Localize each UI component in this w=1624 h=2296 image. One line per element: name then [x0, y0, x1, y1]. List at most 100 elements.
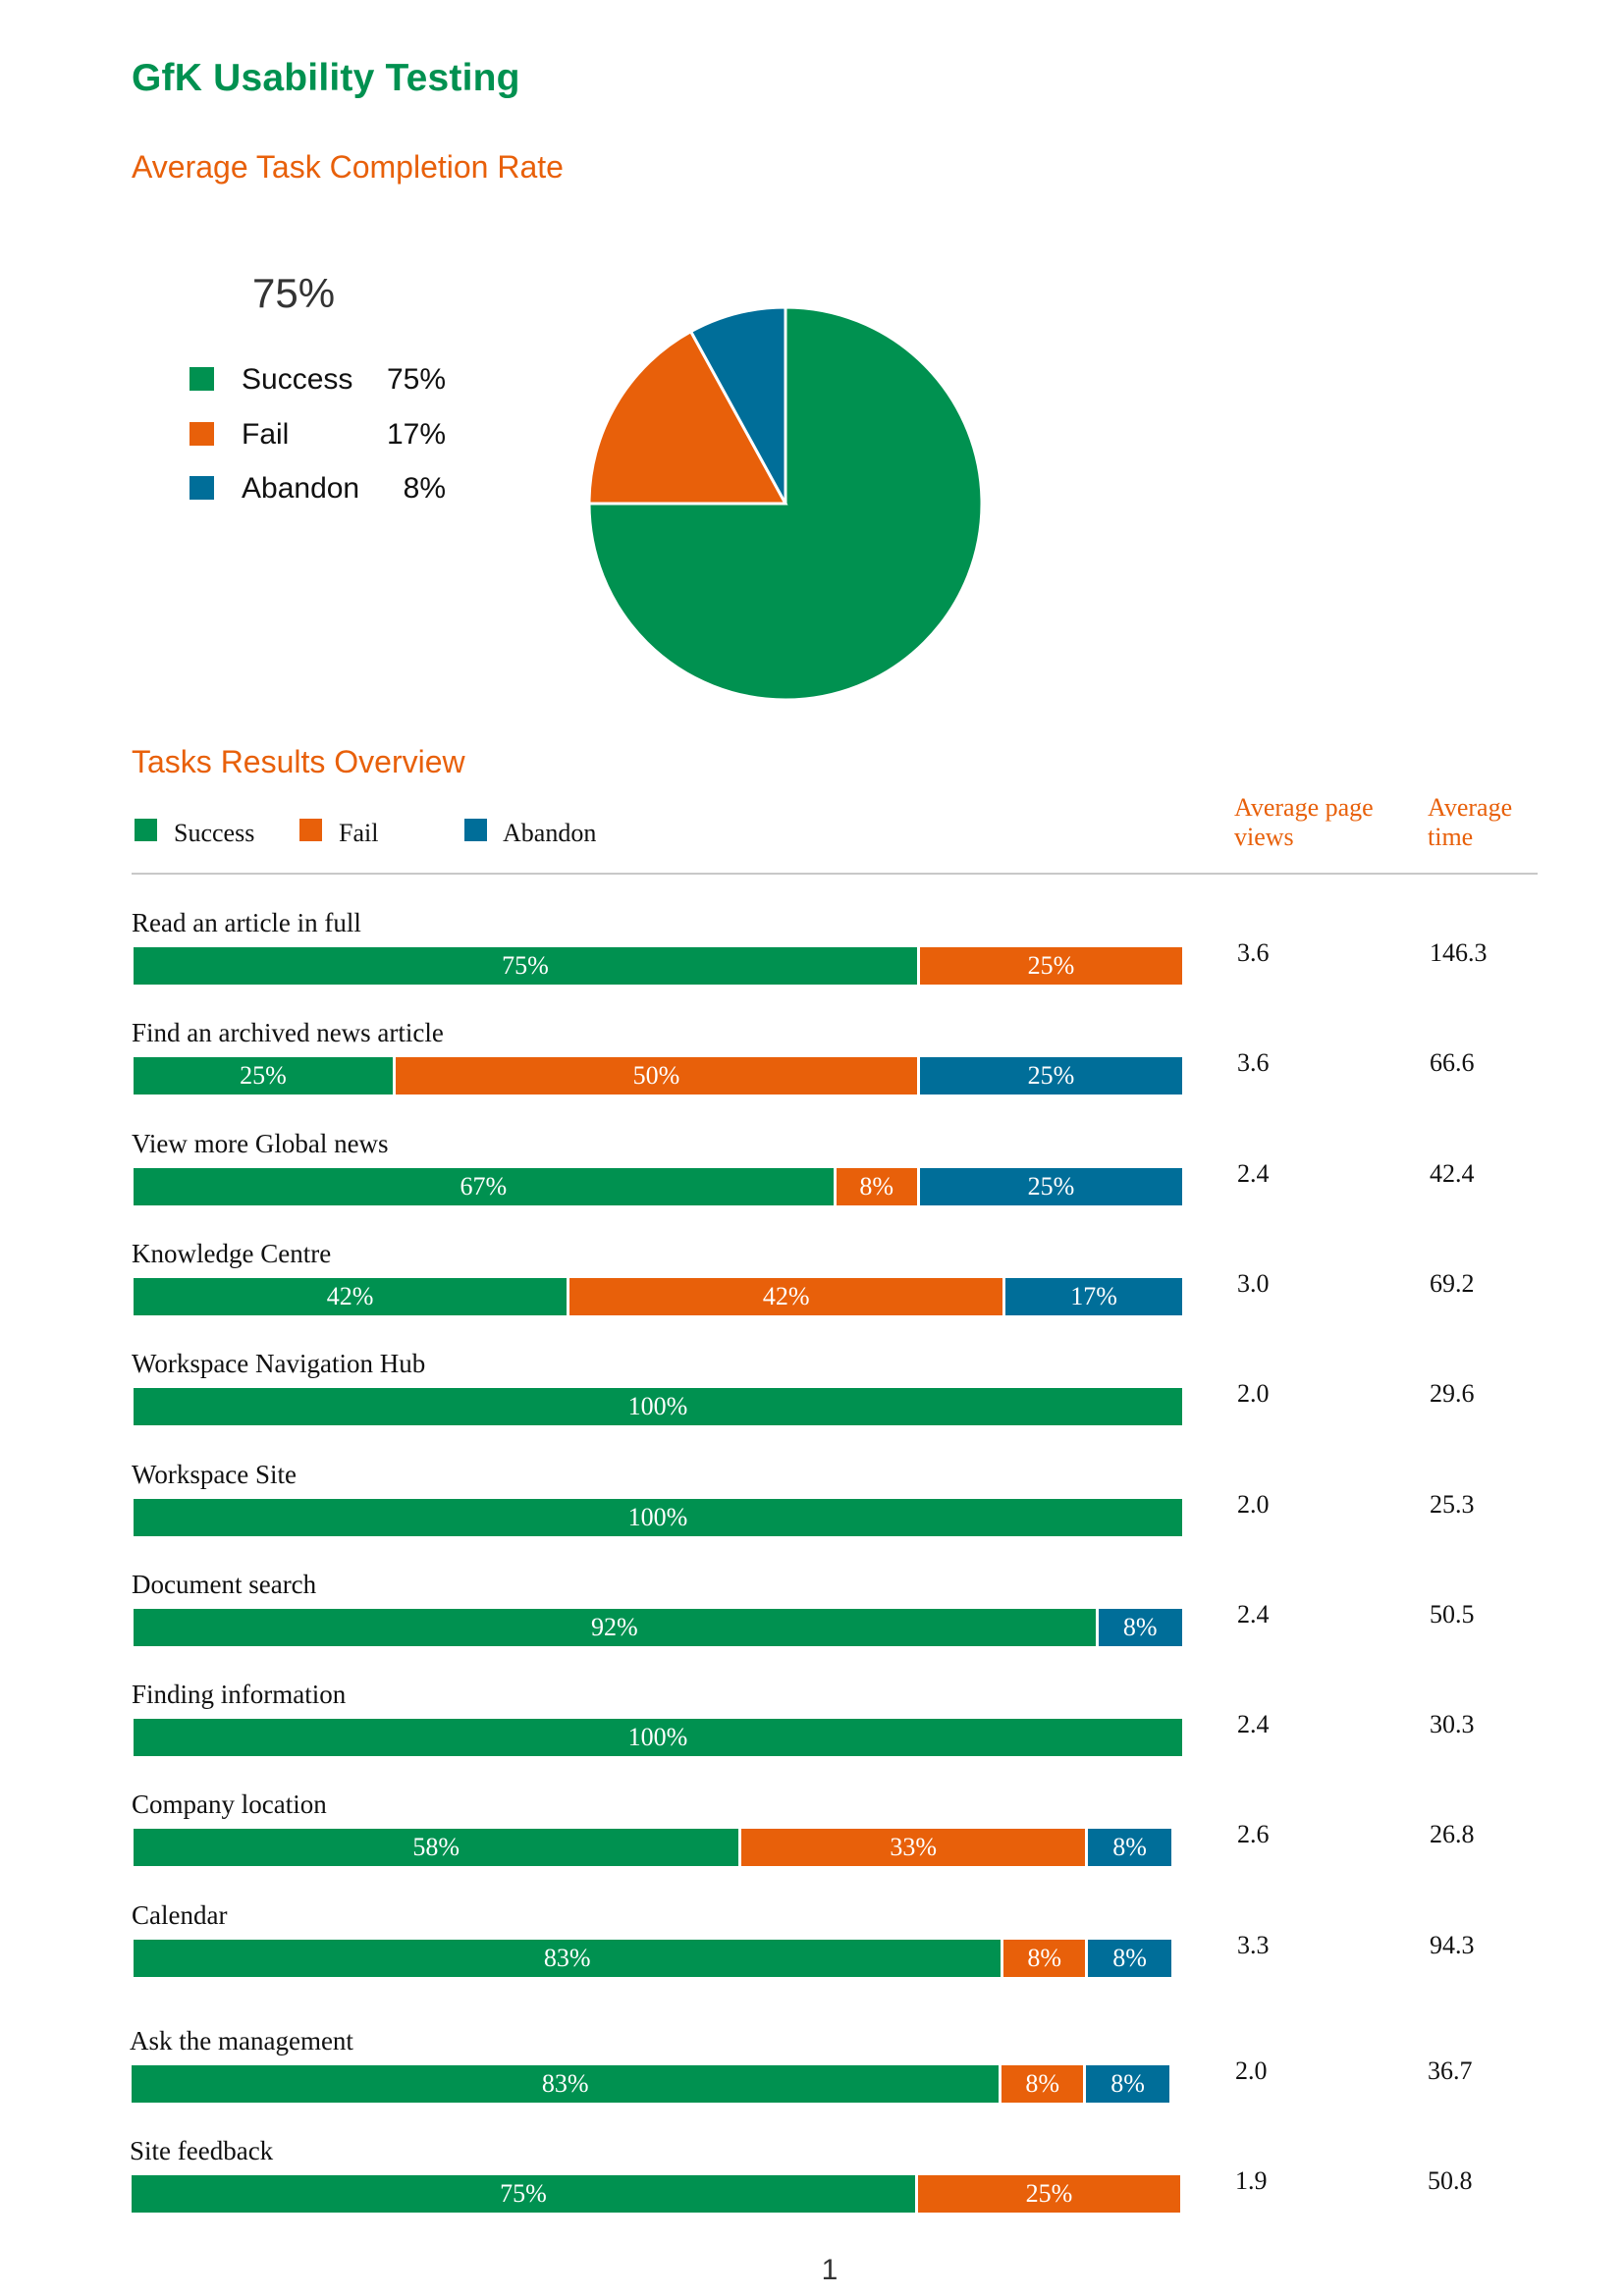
- bar-segment-fail: 8%: [1003, 1939, 1088, 1977]
- bar-segment-success: 25%: [134, 1057, 396, 1095]
- avg-time-value: 69.2: [1430, 1268, 1475, 1298]
- avg-page-views-value: 3.6: [1237, 938, 1270, 967]
- bar-segment-success: 92%: [134, 1608, 1099, 1646]
- tasks-legend-swatch-fail: [299, 819, 322, 841]
- stacked-bar: 75% 25%: [134, 947, 1182, 985]
- bar-segment-fail: 25%: [918, 2175, 1180, 2214]
- avg-page-views-value: 2.6: [1237, 1820, 1270, 1849]
- task-label: Company location: [132, 1789, 327, 1820]
- legend-label-success: Success: [242, 363, 353, 396]
- tasks-legend-swatch-success: [135, 819, 157, 841]
- stacked-bar: 92% 8%: [134, 1608, 1182, 1646]
- bar-segment-abandon: 8%: [1098, 1608, 1182, 1646]
- avg-page-views-value: 3.0: [1237, 1268, 1270, 1298]
- bar-segment-success: 42%: [134, 1277, 570, 1315]
- bar-segment-success: 100%: [134, 1498, 1182, 1536]
- task-label: Calendar: [132, 1899, 228, 1930]
- bar-segment-fail: 8%: [836, 1167, 920, 1205]
- tasks-heading: Tasks Results Overview: [132, 744, 465, 779]
- task-label: Find an archived news article: [132, 1018, 444, 1048]
- legend-swatch-success: [189, 367, 214, 391]
- avg-page-views-value: 2.4: [1237, 1158, 1270, 1188]
- avg-time-value: 66.6: [1430, 1048, 1475, 1078]
- stacked-bar: 83% 8% 8%: [134, 1939, 1182, 1977]
- bar-segment-abandon: 8%: [1087, 1829, 1172, 1867]
- stacked-bar: 75% 25%: [132, 2175, 1180, 2214]
- task-label: Ask the management: [130, 2026, 353, 2056]
- bar-segment-fail: 8%: [1001, 2065, 1086, 2103]
- pie-slice-fail: [587, 329, 788, 506]
- stacked-bar: 42% 42% 17%: [134, 1277, 1182, 1315]
- task-label: Workspace Navigation Hub: [132, 1349, 426, 1379]
- bar-segment-success: 100%: [134, 1388, 1182, 1426]
- avg-time-value: 146.3: [1430, 938, 1488, 967]
- stacked-bar: 100%: [134, 1719, 1182, 1757]
- avg-page-views-value: 2.0: [1237, 1379, 1270, 1409]
- task-label: Knowledge Centre: [132, 1238, 332, 1268]
- pie-slice-abandon: [688, 305, 787, 505]
- bar-segment-success: 100%: [134, 1719, 1182, 1757]
- avg-time-value: 94.3: [1430, 1930, 1475, 1959]
- stacked-bar: 100%: [134, 1388, 1182, 1426]
- tasks-legend-label-success: Success: [174, 819, 255, 847]
- column-header-page-views: Average page views: [1234, 793, 1374, 851]
- bar-segment-success: 83%: [132, 2065, 1002, 2103]
- completion-heading: Average Task Completion Rate: [132, 149, 564, 185]
- stacked-bar: 25% 50% 25%: [134, 1057, 1182, 1095]
- legend-value-fail: 17%: [386, 418, 446, 451]
- avg-time-value: 29.6: [1430, 1379, 1475, 1409]
- bar-segment-fail: 33%: [741, 1829, 1088, 1867]
- bar-segment-fail: 42%: [569, 1277, 1006, 1315]
- task-label: Finding information: [132, 1680, 347, 1710]
- avg-time-value: 26.8: [1430, 1820, 1475, 1849]
- avg-page-views-value: 2.4: [1237, 1599, 1270, 1629]
- avg-time-value: 50.8: [1428, 2166, 1473, 2196]
- bar-segment-abandon: 8%: [1087, 1939, 1172, 1977]
- task-label: Document search: [132, 1569, 317, 1599]
- stacked-bar: 83% 8% 8%: [132, 2065, 1180, 2103]
- bar-segment-success: 83%: [134, 1939, 1004, 1977]
- task-label: Workspace Site: [132, 1459, 298, 1489]
- page-number: 1: [821, 2254, 839, 2286]
- task-label: Site feedback: [130, 2136, 274, 2166]
- bar-segment-success: 67%: [134, 1167, 837, 1205]
- bar-segment-fail: 50%: [396, 1057, 920, 1095]
- bar-segment-success: 58%: [134, 1829, 742, 1867]
- avg-page-views-value: 2.0: [1235, 2056, 1268, 2085]
- stacked-bar: 58% 33% 8%: [134, 1829, 1182, 1867]
- legend-value-success: 75%: [386, 363, 446, 396]
- avg-time-value: 30.3: [1430, 1710, 1475, 1739]
- avg-time-value: 25.3: [1430, 1489, 1475, 1519]
- completion-big-value: 75%: [252, 270, 336, 316]
- bar-segment-abandon: 8%: [1085, 2065, 1170, 2103]
- bar-segment-success: 75%: [132, 2175, 918, 2214]
- avg-page-views-value: 3.6: [1237, 1048, 1270, 1078]
- avg-page-views-value: 3.3: [1237, 1930, 1270, 1959]
- stacked-bar: 100%: [134, 1498, 1182, 1536]
- task-label: View more Global news: [132, 1128, 389, 1158]
- legend-label-abandon: Abandon: [242, 472, 360, 505]
- avg-page-views-value: 2.0: [1237, 1489, 1270, 1519]
- bar-segment-success: 75%: [134, 947, 920, 985]
- avg-page-views-value: 2.4: [1237, 1710, 1270, 1739]
- stacked-bar: 67% 8% 25%: [134, 1167, 1182, 1205]
- bar-segment-abandon: 25%: [919, 1167, 1182, 1205]
- tasks-legend-label-fail: Fail: [339, 819, 379, 847]
- document-title: GfK Usability Testing: [132, 57, 520, 99]
- legend-swatch-fail: [189, 422, 214, 446]
- task-label: Read an article in full: [132, 908, 361, 937]
- avg-time-value: 42.4: [1430, 1158, 1475, 1188]
- bar-segment-abandon: 17%: [1005, 1277, 1182, 1315]
- tasks-legend-swatch-abandon: [464, 819, 487, 841]
- legend-label-fail: Fail: [242, 418, 290, 451]
- tasks-legend-label-abandon: Abandon: [503, 819, 597, 847]
- legend-value-abandon: 8%: [403, 472, 446, 505]
- avg-time-value: 36.7: [1428, 2056, 1473, 2085]
- completion-pie-chart: [587, 305, 984, 702]
- bar-segment-fail: 25%: [920, 947, 1182, 985]
- header-divider: [132, 873, 1538, 875]
- avg-time-value: 50.5: [1430, 1599, 1475, 1629]
- pie-slice-success: [587, 305, 984, 702]
- avg-page-views-value: 1.9: [1235, 2166, 1268, 2196]
